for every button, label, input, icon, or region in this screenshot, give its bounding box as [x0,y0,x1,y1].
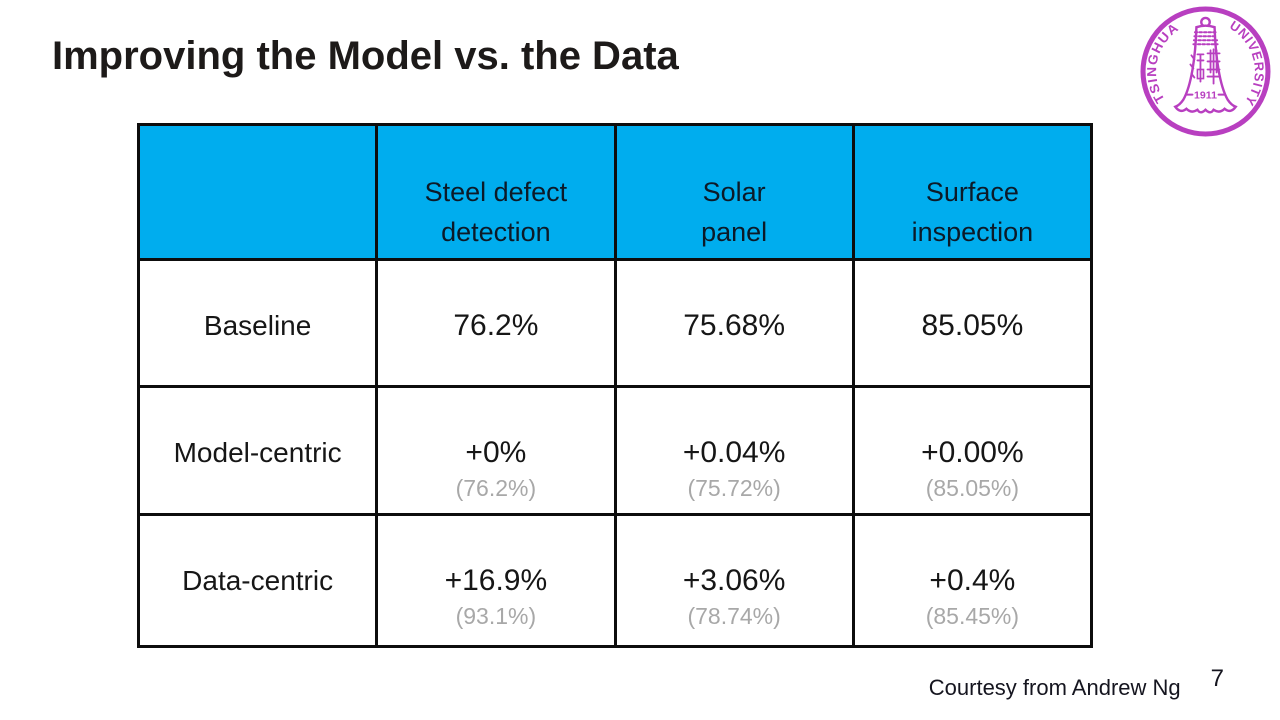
cell-sub-value: (78.74%) [687,603,781,629]
table-row-model-centric: Model-centric +0% (76.2%) +0.04% (75.72%… [136,385,1094,516]
cell-main-value: 75.68% [683,309,785,342]
cell-main-value: +0.4% [929,564,1016,597]
cell-main-value: +3.06% [682,564,786,597]
table-body: Baseline 76.2% 75.68% 85.05% Model-centr… [136,258,1094,648]
slide-footer: Courtesy from Andrew Ng 7 [929,662,1224,701]
table-header: Steel defect detection Solar panel Surfa… [136,123,1094,261]
tsinghua-university-logo: TSINGHUA UNIVERSITY [1139,5,1272,138]
slide-title: Improving the Model vs. the Data [52,34,679,78]
row-label-cell: Data-centric [136,513,379,648]
results-table: Steel defect detection Solar panel Surfa… [136,123,1094,648]
column-header-steel-defect: Steel defect detection [375,123,617,261]
table-cell: +3.06% (78.74%) [613,513,855,648]
cell-sub-value: (85.05%) [925,475,1020,501]
row-label-cell: Baseline [136,258,379,388]
row-label: Data-centric [182,565,334,596]
row-label: Baseline [203,310,312,341]
table-cell: 85.05% [851,258,1094,388]
row-label: Model-centric [173,437,342,468]
cell-sub-value: (93.1%) [455,603,537,629]
cell-main-value: +16.9% [444,564,548,597]
credit-text: Courtesy from Andrew Ng [928,675,1181,700]
cell-sub-value: (76.2%) [455,475,537,501]
cell-main-value: 85.05% [921,309,1024,342]
table-cell: +0% (76.2%) [375,385,617,516]
table-cell: +0.04% (75.72%) [613,385,855,516]
cell-sub-value: (85.45%) [925,603,1020,629]
table-cell: +0.4% (85.45%) [851,513,1094,648]
seal-year-label: 1911 [1194,90,1217,102]
cell-main-value: +0.00% [921,436,1024,469]
seal-characters-qinghua [1189,48,1221,85]
page-number: 7 [1210,665,1224,692]
column-header-surface-inspection: Surface inspection [851,123,1094,261]
table-cell: +0.00% (85.05%) [851,385,1094,516]
table-row-data-centric: Data-centric +16.9% (93.1%) +3.06% (78.7… [136,513,1094,648]
row-label-cell: Model-centric [136,385,379,516]
cell-main-value: +0% [465,436,527,469]
table-cell: +16.9% (93.1%) [375,513,617,648]
seal-bell-icon [1173,16,1238,114]
column-header-empty [136,123,379,261]
cell-sub-value: (75.72%) [687,475,781,501]
column-header-solar-panel: Solar panel [613,123,855,261]
tsinghua-seal-icon: TSINGHUA UNIVERSITY [1140,6,1271,137]
cell-main-value: +0.04% [682,436,786,469]
table-cell: 75.68% [613,258,855,388]
header-row: Steel defect detection Solar panel Surfa… [136,123,1094,261]
cell-main-value: 76.2% [453,309,539,342]
table-cell: 76.2% [375,258,617,388]
table-row-baseline: Baseline 76.2% 75.68% 85.05% [136,258,1094,388]
